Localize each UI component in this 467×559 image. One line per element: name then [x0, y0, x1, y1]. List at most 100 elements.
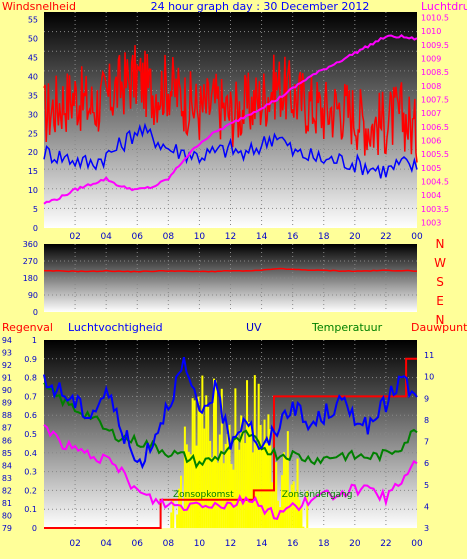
direction-tick: 360	[23, 240, 38, 249]
uv-bar	[236, 434, 239, 528]
time-tick-label: 22	[380, 539, 391, 549]
time-tick-label: 00	[411, 539, 423, 549]
rain-tick: 0.8	[24, 374, 37, 383]
uv-bar	[255, 442, 258, 528]
humidity-ticks: 94 93 92 91 90 89 88 87 86 85 84 83 82 81 80 79	[2, 336, 12, 533]
wind-speed-tick: 35	[28, 91, 38, 100]
rain-tick: 0.1	[24, 505, 37, 514]
uv-bar	[172, 498, 175, 528]
pressure-ticks: 1010.5 1010 1009.5 1009 1008.5 1008 1007.5 1007…	[421, 13, 449, 227]
uv-bar	[298, 499, 301, 528]
uv-bar	[203, 428, 206, 528]
legend-dewpoint: Dauwpunt	[411, 321, 467, 334]
uv-bar	[249, 424, 252, 528]
time-tick-label: 14	[256, 232, 268, 242]
time-tick-label: 18	[318, 232, 330, 242]
pressure-tick: 1010	[421, 27, 441, 36]
bottom-legend: Regenval Luchtvochtigheid UV Temperatuur Dau…	[2, 321, 467, 334]
temperature-ticks: 11 10 9 8 7 6 5 4 3	[424, 351, 434, 533]
wind-speed-tick: 15	[28, 167, 38, 176]
wind-speed-tick: 0	[33, 224, 38, 233]
uv-bar	[257, 383, 260, 528]
wind-speed-axis-label: Windsnelheid	[2, 0, 76, 13]
humidity-tick: 87	[2, 424, 12, 433]
humidity-line	[43, 357, 418, 470]
humidity-tick: 88	[2, 411, 12, 420]
wind-speed-tick: 5	[33, 205, 38, 214]
temperature-tick: 11	[424, 351, 434, 360]
uv-bar	[273, 478, 276, 528]
uv-bar	[300, 505, 303, 528]
time-tick-label: 10	[194, 232, 206, 242]
pressure-tick: 1007	[421, 109, 441, 118]
direction-tick: 0	[33, 308, 38, 317]
humidity-tick: 86	[2, 436, 12, 445]
rain-tick: 0.2	[24, 486, 37, 495]
wind-speed-tick: 30	[28, 110, 38, 119]
uv-bar	[240, 415, 243, 528]
uv-bar	[216, 462, 219, 528]
uv-bar	[265, 443, 268, 528]
uv-bar	[294, 491, 297, 528]
time-tick-label: 08	[163, 232, 175, 242]
temperature-tick: 3	[424, 524, 429, 533]
pressure-tick: 1009.5	[421, 41, 449, 50]
humidity-tick: 79	[2, 524, 12, 533]
time-tick-label: 20	[349, 232, 361, 242]
wind-speed-tick: 40	[28, 72, 38, 81]
direction-tick: 180	[23, 274, 38, 283]
uv-bar	[178, 488, 181, 528]
wind-line	[43, 45, 418, 163]
rain-tick: 0	[32, 524, 37, 533]
pressure-tick: 1010.5	[421, 13, 449, 22]
rain-uv-ticks: 1 0.9 0.8 0.7 0.6 0.5 0.4 0.3 0.2 0.1 0	[24, 336, 37, 533]
rain-tick: 0.9	[24, 355, 37, 364]
uv-bar	[234, 388, 237, 528]
uv-bar	[275, 462, 278, 528]
uv-bar	[209, 440, 212, 528]
uv-bar	[242, 431, 245, 528]
time-tick-label: 00	[411, 232, 423, 242]
temperature-tick: 10	[424, 373, 434, 382]
uv-bar	[263, 419, 266, 528]
temperature-tick: 9	[424, 394, 429, 403]
uv-bar	[176, 514, 179, 528]
legend-uv: UV	[246, 321, 262, 334]
wind-direction-grid	[44, 244, 417, 312]
sun-annotations: Zonsopkomst Zonsondergang	[173, 490, 353, 500]
sunrise-annotation: Zonsopkomst	[173, 490, 234, 500]
wind-speed-tick: 50	[28, 35, 38, 44]
uv-bar	[228, 424, 231, 528]
uv-bar	[296, 458, 299, 528]
pressure-tick: 1003	[421, 219, 441, 228]
humidity-tick: 90	[2, 386, 12, 395]
pressure-tick: 1009	[421, 54, 441, 63]
time-tick-label: 06	[132, 232, 144, 242]
gust-line	[43, 122, 418, 179]
uv-bar	[224, 443, 227, 528]
uv-bar	[244, 443, 247, 528]
uv-bar	[238, 449, 241, 528]
uv-bar	[214, 380, 217, 528]
time-tick-label: 12	[225, 539, 236, 549]
temperature-tick: 8	[424, 416, 429, 425]
temperature-tick: 5	[424, 481, 429, 490]
time-tick-label: 16	[287, 539, 299, 549]
compass-letter: W	[434, 256, 446, 270]
time-ticks-bottom: 02 04 06 08 10 12 14 16 18 20 22 00	[69, 539, 423, 549]
time-tick-label: 08	[163, 539, 175, 549]
uv-bar	[253, 375, 256, 528]
humidity-tick: 92	[2, 361, 12, 370]
uv-bar	[179, 475, 182, 528]
rain-tick: 0.7	[24, 392, 37, 401]
uv-bar	[230, 464, 233, 528]
uv-bar	[222, 463, 225, 528]
uv-bar	[284, 457, 287, 528]
direction-tick: 90	[28, 291, 38, 300]
time-tick-label: 04	[100, 539, 112, 549]
uv-bar	[185, 444, 188, 528]
uv-bar	[183, 426, 186, 528]
uv-bar	[189, 454, 192, 528]
pressure-tick: 1005	[421, 164, 441, 173]
